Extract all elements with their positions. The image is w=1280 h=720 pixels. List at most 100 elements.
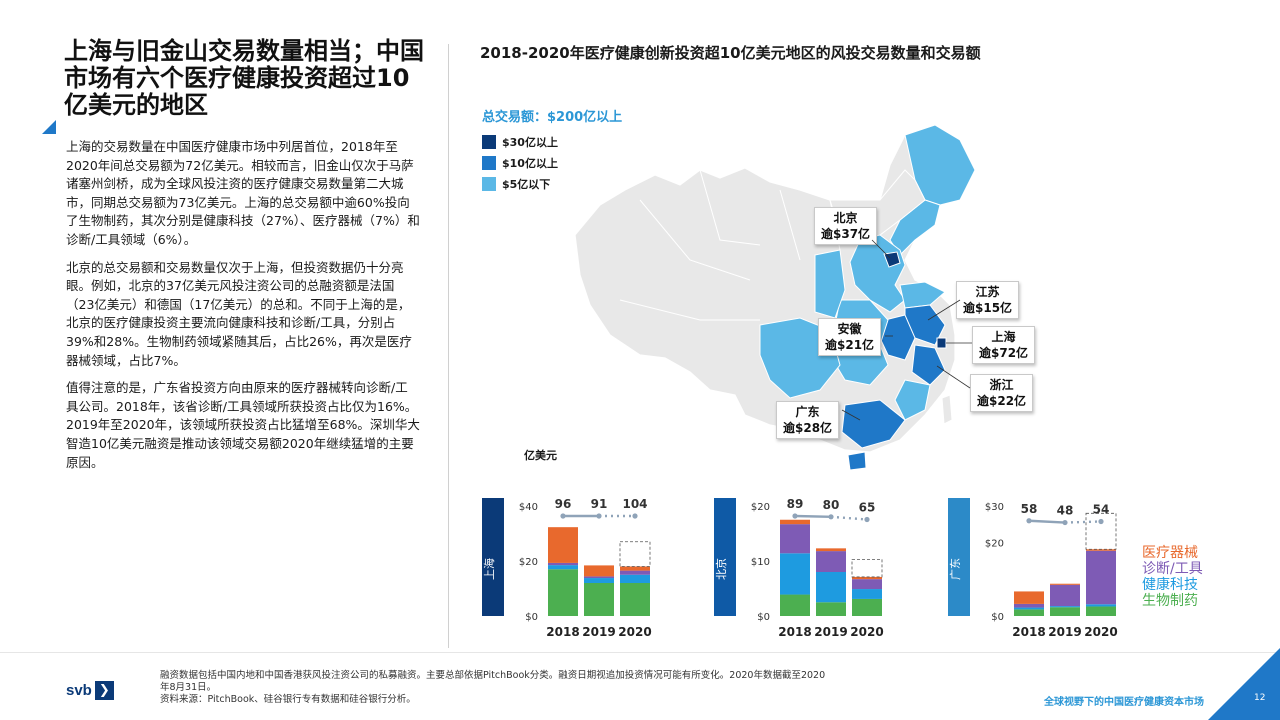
province-hainan [847, 451, 867, 471]
bar-segment [1050, 583, 1080, 585]
bar-segment [548, 562, 578, 566]
deal-count-label: 65 [859, 501, 876, 515]
bar-segment [1086, 604, 1116, 607]
bar-segment [620, 583, 650, 616]
bar-segment [816, 548, 846, 552]
legend-label: $10亿以上 [502, 156, 558, 170]
callout-zhejiang: 浙江逾$22亿 [970, 374, 1034, 412]
x-tick-label: 2018 [546, 625, 579, 639]
deal-count-point [632, 513, 638, 519]
projected-bar-outline [1085, 512, 1117, 550]
deal-count-line-projected [830, 515, 868, 521]
x-tick-label: 2018 [1012, 625, 1045, 639]
legend-item-5b: $5亿以下 [482, 173, 558, 194]
svb-logo: svb ❯ [66, 679, 114, 701]
province-shanghai [936, 337, 947, 349]
callout-guangdong: 广东 逾$28亿 [776, 401, 840, 439]
y-tick-label: $0 [991, 612, 1004, 623]
projected-bar-outline [851, 558, 883, 578]
region-label: 上海 [482, 558, 496, 580]
commentary: 上海的交易数量在中国医疗健康市场中列居首位，2018年至2020年间总交易额为7… [66, 138, 420, 481]
province-shandong [899, 281, 946, 309]
bar-segment [1050, 607, 1080, 616]
callout-name: 浙江 [989, 378, 1014, 392]
page-number: 12 [1254, 693, 1266, 703]
series-legend-healthtech: 健康科技 [1142, 577, 1198, 593]
deal-count-point [792, 513, 798, 519]
legend-label: $5亿以下 [502, 177, 551, 191]
x-tick-label: 2018 [778, 625, 811, 639]
region-band [482, 498, 504, 616]
paragraph-shanghai: 上海的交易数量在中国医疗健康市场中列居首位，2018年至2020年间总交易额为7… [66, 139, 420, 247]
bar-segment [780, 553, 810, 595]
chevron-right-icon: ❯ [94, 680, 114, 700]
legend-swatch [482, 134, 496, 149]
deal-count-label: 96 [555, 497, 572, 511]
callout-name: 安徽 [837, 322, 862, 336]
svb-wordmark: svb [66, 681, 92, 699]
province-shaanxi [814, 249, 846, 319]
deal-count-point [828, 514, 834, 520]
deal-count-label: 89 [787, 497, 804, 511]
x-tick-label: 2019 [814, 625, 847, 639]
figure-title: 2018-2020年医疗健康创新投资超10亿美元地区的风投交易数量和交易额 [480, 44, 981, 62]
bar-segment [780, 594, 810, 616]
deal-count-point [864, 516, 870, 523]
bar-segment [816, 572, 846, 603]
province-fujian [894, 379, 931, 421]
series-legend-devices: 医疗器械 [1142, 545, 1198, 561]
deal-count-label: 80 [823, 498, 840, 512]
callout-name: 上海 [991, 330, 1016, 344]
callout-beijing: 北京 逾$37亿 [814, 207, 878, 245]
y-tick-label: $10 [751, 557, 770, 568]
x-tick-label: 2020 [618, 625, 651, 639]
series-legend-biopharma: 生物制药 [1142, 593, 1198, 609]
bar-segment [548, 569, 578, 616]
deal-count-label: 48 [1057, 504, 1074, 518]
projected-bar-outline [619, 541, 651, 567]
region-band [714, 498, 736, 616]
callout-value: 逾$22亿 [977, 394, 1027, 408]
callout-value: 逾$21亿 [825, 338, 875, 352]
region-label: 北京 [714, 558, 728, 580]
map-borders [619, 169, 841, 321]
bar-segment [852, 589, 882, 599]
deal-count-line-projected [1064, 520, 1102, 524]
x-tick-label: 2019 [582, 625, 615, 639]
deal-count-line [1028, 519, 1066, 524]
legend-item-10b: $10亿以上 [482, 152, 558, 173]
column-divider [448, 44, 449, 648]
province-taiwan [941, 394, 953, 425]
callout-jiangsu: 江苏 逾$15亿 [956, 281, 1020, 319]
footer-title: 全球视野下的中国医疗健康资本市场 [1044, 697, 1204, 708]
series-legend: 医疗器械 诊断/工具 健康科技 生物制药 [1142, 545, 1203, 609]
bar-segment [620, 566, 650, 571]
province-guangdong [841, 399, 906, 449]
callout-value: 逾$28亿 [783, 421, 833, 435]
accent-triangle [42, 120, 56, 134]
bar-segment [1014, 609, 1044, 616]
mini-chart-shanghai: 上海 $40 $20 $0 2018 2019 2020 96 91 104 [482, 497, 652, 639]
page-title: 上海与旧金山交易数量相当；中国市场有六个医疗健康投资超过10亿美元的地区 [64, 37, 424, 119]
callout-name: 江苏 [975, 285, 1000, 299]
bar-segment [584, 565, 614, 577]
footer-rule [0, 652, 1280, 653]
paragraph-beijing: 北京的总交易额和交易数量仅次于上海，但投资数据仍十分亮眼。例如，北京的37亿美元… [66, 259, 412, 368]
bar-segment [548, 527, 578, 563]
region-label: 广东 [949, 558, 962, 580]
legend-item-30b: $30亿以上 [482, 131, 558, 152]
unit-label: 亿美元 [524, 449, 557, 462]
bar-segment [1014, 607, 1044, 610]
callout-value: 逾$72亿 [979, 346, 1029, 360]
bar-segment [1086, 606, 1116, 616]
deal-count-point [596, 513, 602, 519]
deal-count-label: 58 [1021, 502, 1038, 516]
bar-segment [1050, 584, 1080, 607]
bar-segment [852, 576, 882, 580]
bar-segment [1014, 603, 1044, 608]
series-legend-diagnostics: 诊断/工具 [1142, 561, 1203, 577]
deal-count-point [1062, 519, 1068, 526]
mini-chart-beijing: 北京 $20 $10 $0 2018 2019 2020 89 80 65 [714, 497, 884, 639]
y-tick-label: $0 [757, 612, 770, 623]
bar-segment [1086, 550, 1116, 605]
